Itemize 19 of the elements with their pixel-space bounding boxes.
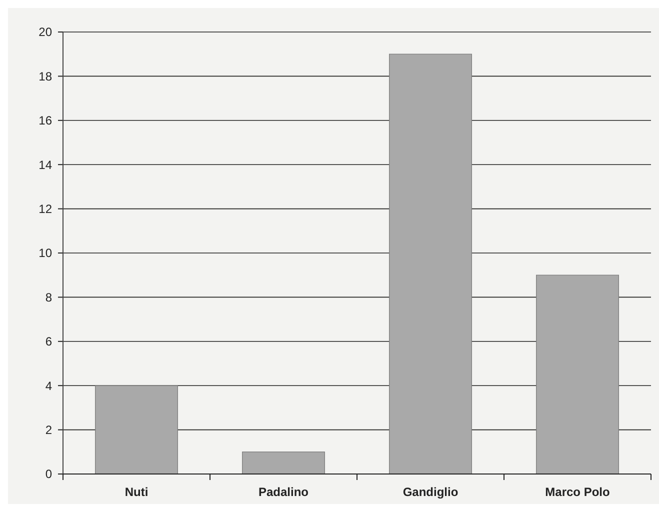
y-tick-label: 14 — [38, 158, 52, 172]
y-tick-label: 8 — [45, 290, 52, 304]
y-tick-label: 18 — [38, 69, 52, 84]
y-tick-label: 16 — [38, 114, 52, 128]
y-tick-label: 0 — [45, 467, 52, 482]
x-tick-label: Marco Polo — [545, 485, 610, 499]
bar — [389, 54, 472, 474]
y-tick-label: 12 — [38, 202, 52, 216]
x-tick-label: Padalino — [258, 485, 309, 499]
y-tick-label: 2 — [45, 423, 52, 437]
bar — [242, 452, 325, 474]
y-tick-label: 4 — [45, 378, 52, 393]
x-tick-label: Nuti — [124, 485, 148, 499]
bar — [95, 385, 178, 474]
y-tick-label: 20 — [38, 25, 52, 40]
y-tick-label: 6 — [45, 334, 52, 349]
x-tick-label: Gandiglio — [402, 485, 458, 499]
y-tick-label: 10 — [38, 246, 52, 260]
bar — [536, 274, 619, 474]
